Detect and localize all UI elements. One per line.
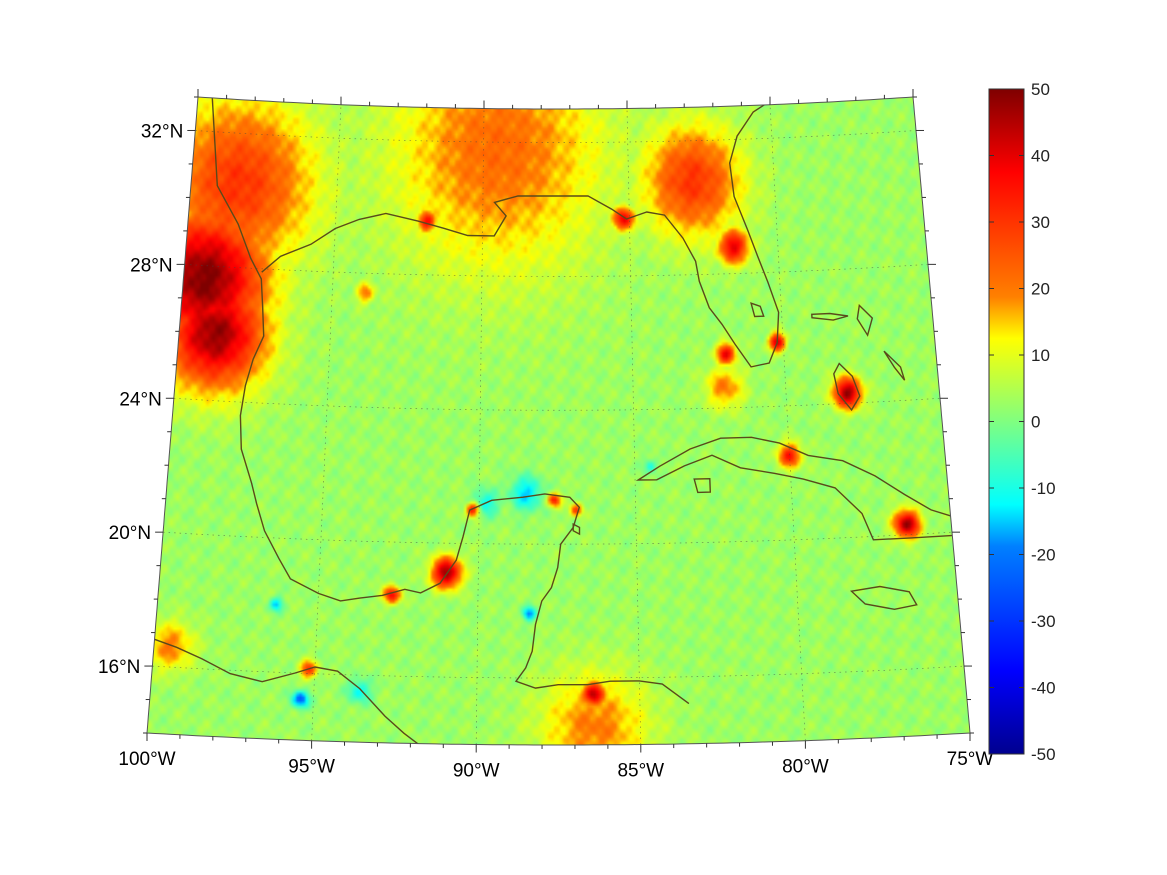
parallel-line [195,130,917,143]
coastline-andros [833,362,861,412]
coastline-gulf-north-coast [211,97,690,705]
latitude-label: 24°N [119,389,161,410]
coastline-cozumel [572,522,581,536]
colorbar-tick-label: 50 [1031,80,1050,99]
latitude-label: 20°N [109,523,151,544]
coastline-us-gulf-coast [261,97,780,368]
longitude-label: 80°W [782,757,829,778]
longitude-label: 75°W [947,749,994,770]
meridian-line [626,108,642,745]
longitude-labels: 100°W 95°W 90°W 85°W 80°W 75°W [118,749,993,782]
meridian-line [475,108,485,745]
frame-ticks [143,89,974,753]
longitude-label: 90°W [453,761,500,782]
colorbar-ticks: 50 40 30 20 10 0 -10 -20 -30 -40 -50 [989,80,1056,764]
colorbar-tick-label: -40 [1031,679,1056,698]
latitude-labels: 32°N 28°N 24°N 20°N 16°N [98,122,183,679]
coastline-jamaica [849,585,918,611]
colorbar-tick-label: -30 [1031,612,1056,631]
colorbar-tick-label: 10 [1031,346,1050,365]
coastline-grand-bahama [811,312,849,321]
parallel-line [152,665,965,679]
colorbar: 50 40 30 20 10 0 -10 -20 -30 -40 -50 [988,80,1056,764]
colorbar-tick-label: 40 [1031,147,1050,166]
colorbar-tick-label: -50 [1031,745,1056,764]
coastline-abaco [856,303,874,337]
gridlines [152,104,965,745]
coastline-lake-okeechobee [750,302,765,318]
colorbar-tick-label: -20 [1031,546,1056,565]
parallel-line [173,397,941,411]
map-area[interactable]: 100°W 95°W 90°W 85°W 80°W 75°W 32°N 28°N 24°N 20… [98,85,993,782]
colorbar-gradient [988,88,1025,755]
coastline-isla-de-la-juventud [693,477,712,494]
colorbar-tick-label: 20 [1031,280,1050,299]
latitude-label: 32°N [141,122,183,143]
coastline-pacific-coast [154,638,428,745]
longitude-label: 85°W [617,761,664,782]
latitude-label: 28°N [130,255,172,276]
coastline-eleuthera [883,350,906,381]
colorbar-tick-label: 0 [1031,413,1040,432]
heatmap-field [147,97,970,745]
longitude-label: 95°W [288,757,335,778]
longitude-label: 100°W [118,749,175,770]
colorbar-tick-label: -10 [1031,479,1056,498]
latitude-label: 16°N [98,657,140,678]
colorbar-tick-label: 30 [1031,213,1050,232]
